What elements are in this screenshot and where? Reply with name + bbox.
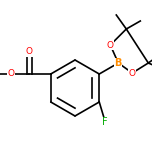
Text: O: O xyxy=(25,47,32,57)
Text: B: B xyxy=(115,58,122,68)
Text: O: O xyxy=(129,69,136,78)
Text: O: O xyxy=(7,69,14,78)
Text: F: F xyxy=(102,117,108,127)
Text: O: O xyxy=(107,40,114,50)
